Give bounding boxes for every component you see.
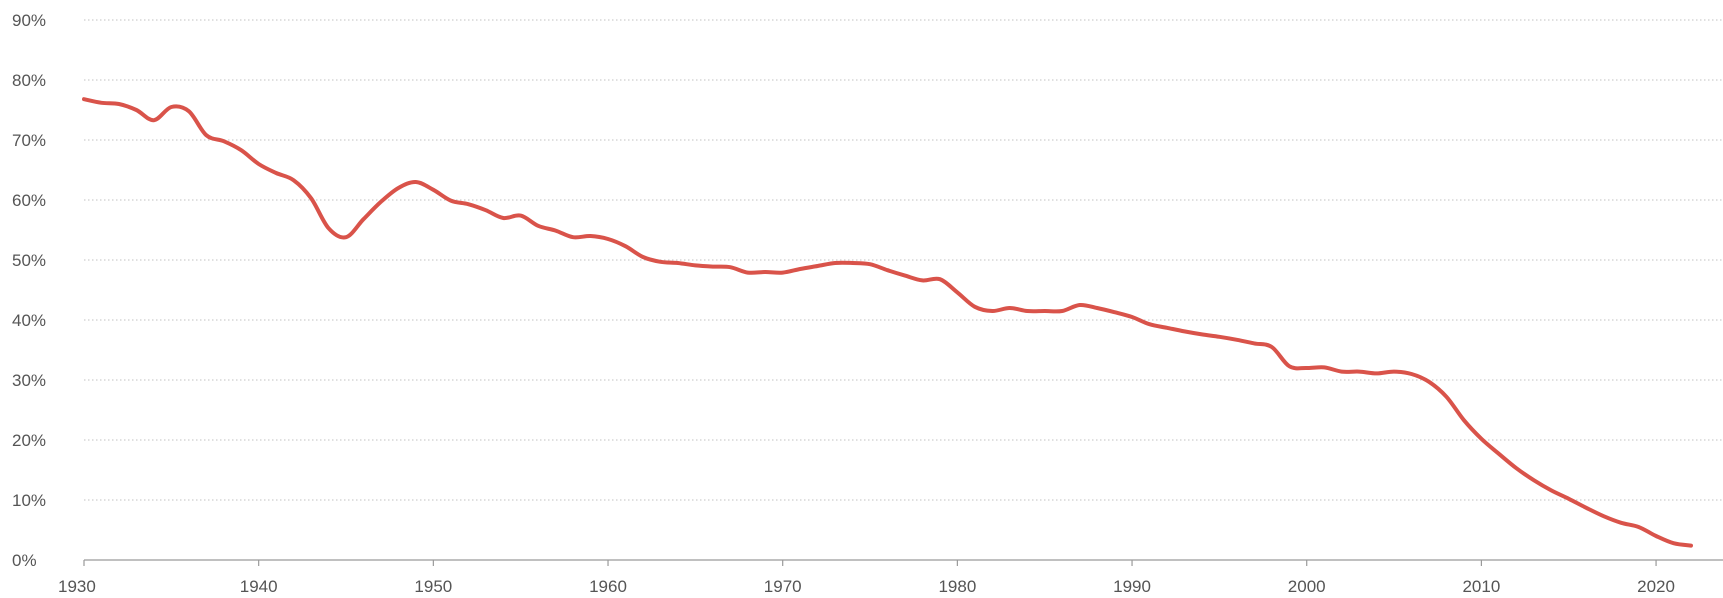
y-axis-tick-labels: 0% 10% 20% 30% 40% 50% 60% 70% 80% 90% <box>12 11 46 570</box>
y-tick-label: 80% <box>12 71 46 90</box>
x-axis-tick-labels: 1930 1940 1950 1960 1970 1980 1990 2000 2010 2020 <box>58 577 1675 596</box>
x-tick-label: 1980 <box>938 577 976 596</box>
gridlines <box>83 19 1723 566</box>
series-lines <box>82 97 1693 548</box>
y-tick-label: 40% <box>12 311 46 330</box>
x-tick-label: 1990 <box>1113 577 1151 596</box>
y-tick-label: 20% <box>12 431 46 450</box>
x-tick-label: 2020 <box>1637 577 1675 596</box>
y-tick-label: 10% <box>12 491 46 510</box>
x-tick-label: 1960 <box>589 577 627 596</box>
y-tick-label: 50% <box>12 251 46 270</box>
y-tick-label: 90% <box>12 11 46 30</box>
x-tick-label: 1950 <box>414 577 452 596</box>
y-tick-label: 0% <box>12 551 37 570</box>
x-tick-label: 1930 <box>58 577 96 596</box>
y-tick-label: 70% <box>12 131 46 150</box>
x-tick-label: 2010 <box>1462 577 1500 596</box>
y-tick-label: 30% <box>12 371 46 390</box>
y-tick-label: 60% <box>12 191 46 210</box>
x-tick-label: 1940 <box>240 577 278 596</box>
x-tick-label: 1970 <box>764 577 802 596</box>
x-tick-label: 2000 <box>1288 577 1326 596</box>
series-line-0 <box>82 97 1693 548</box>
